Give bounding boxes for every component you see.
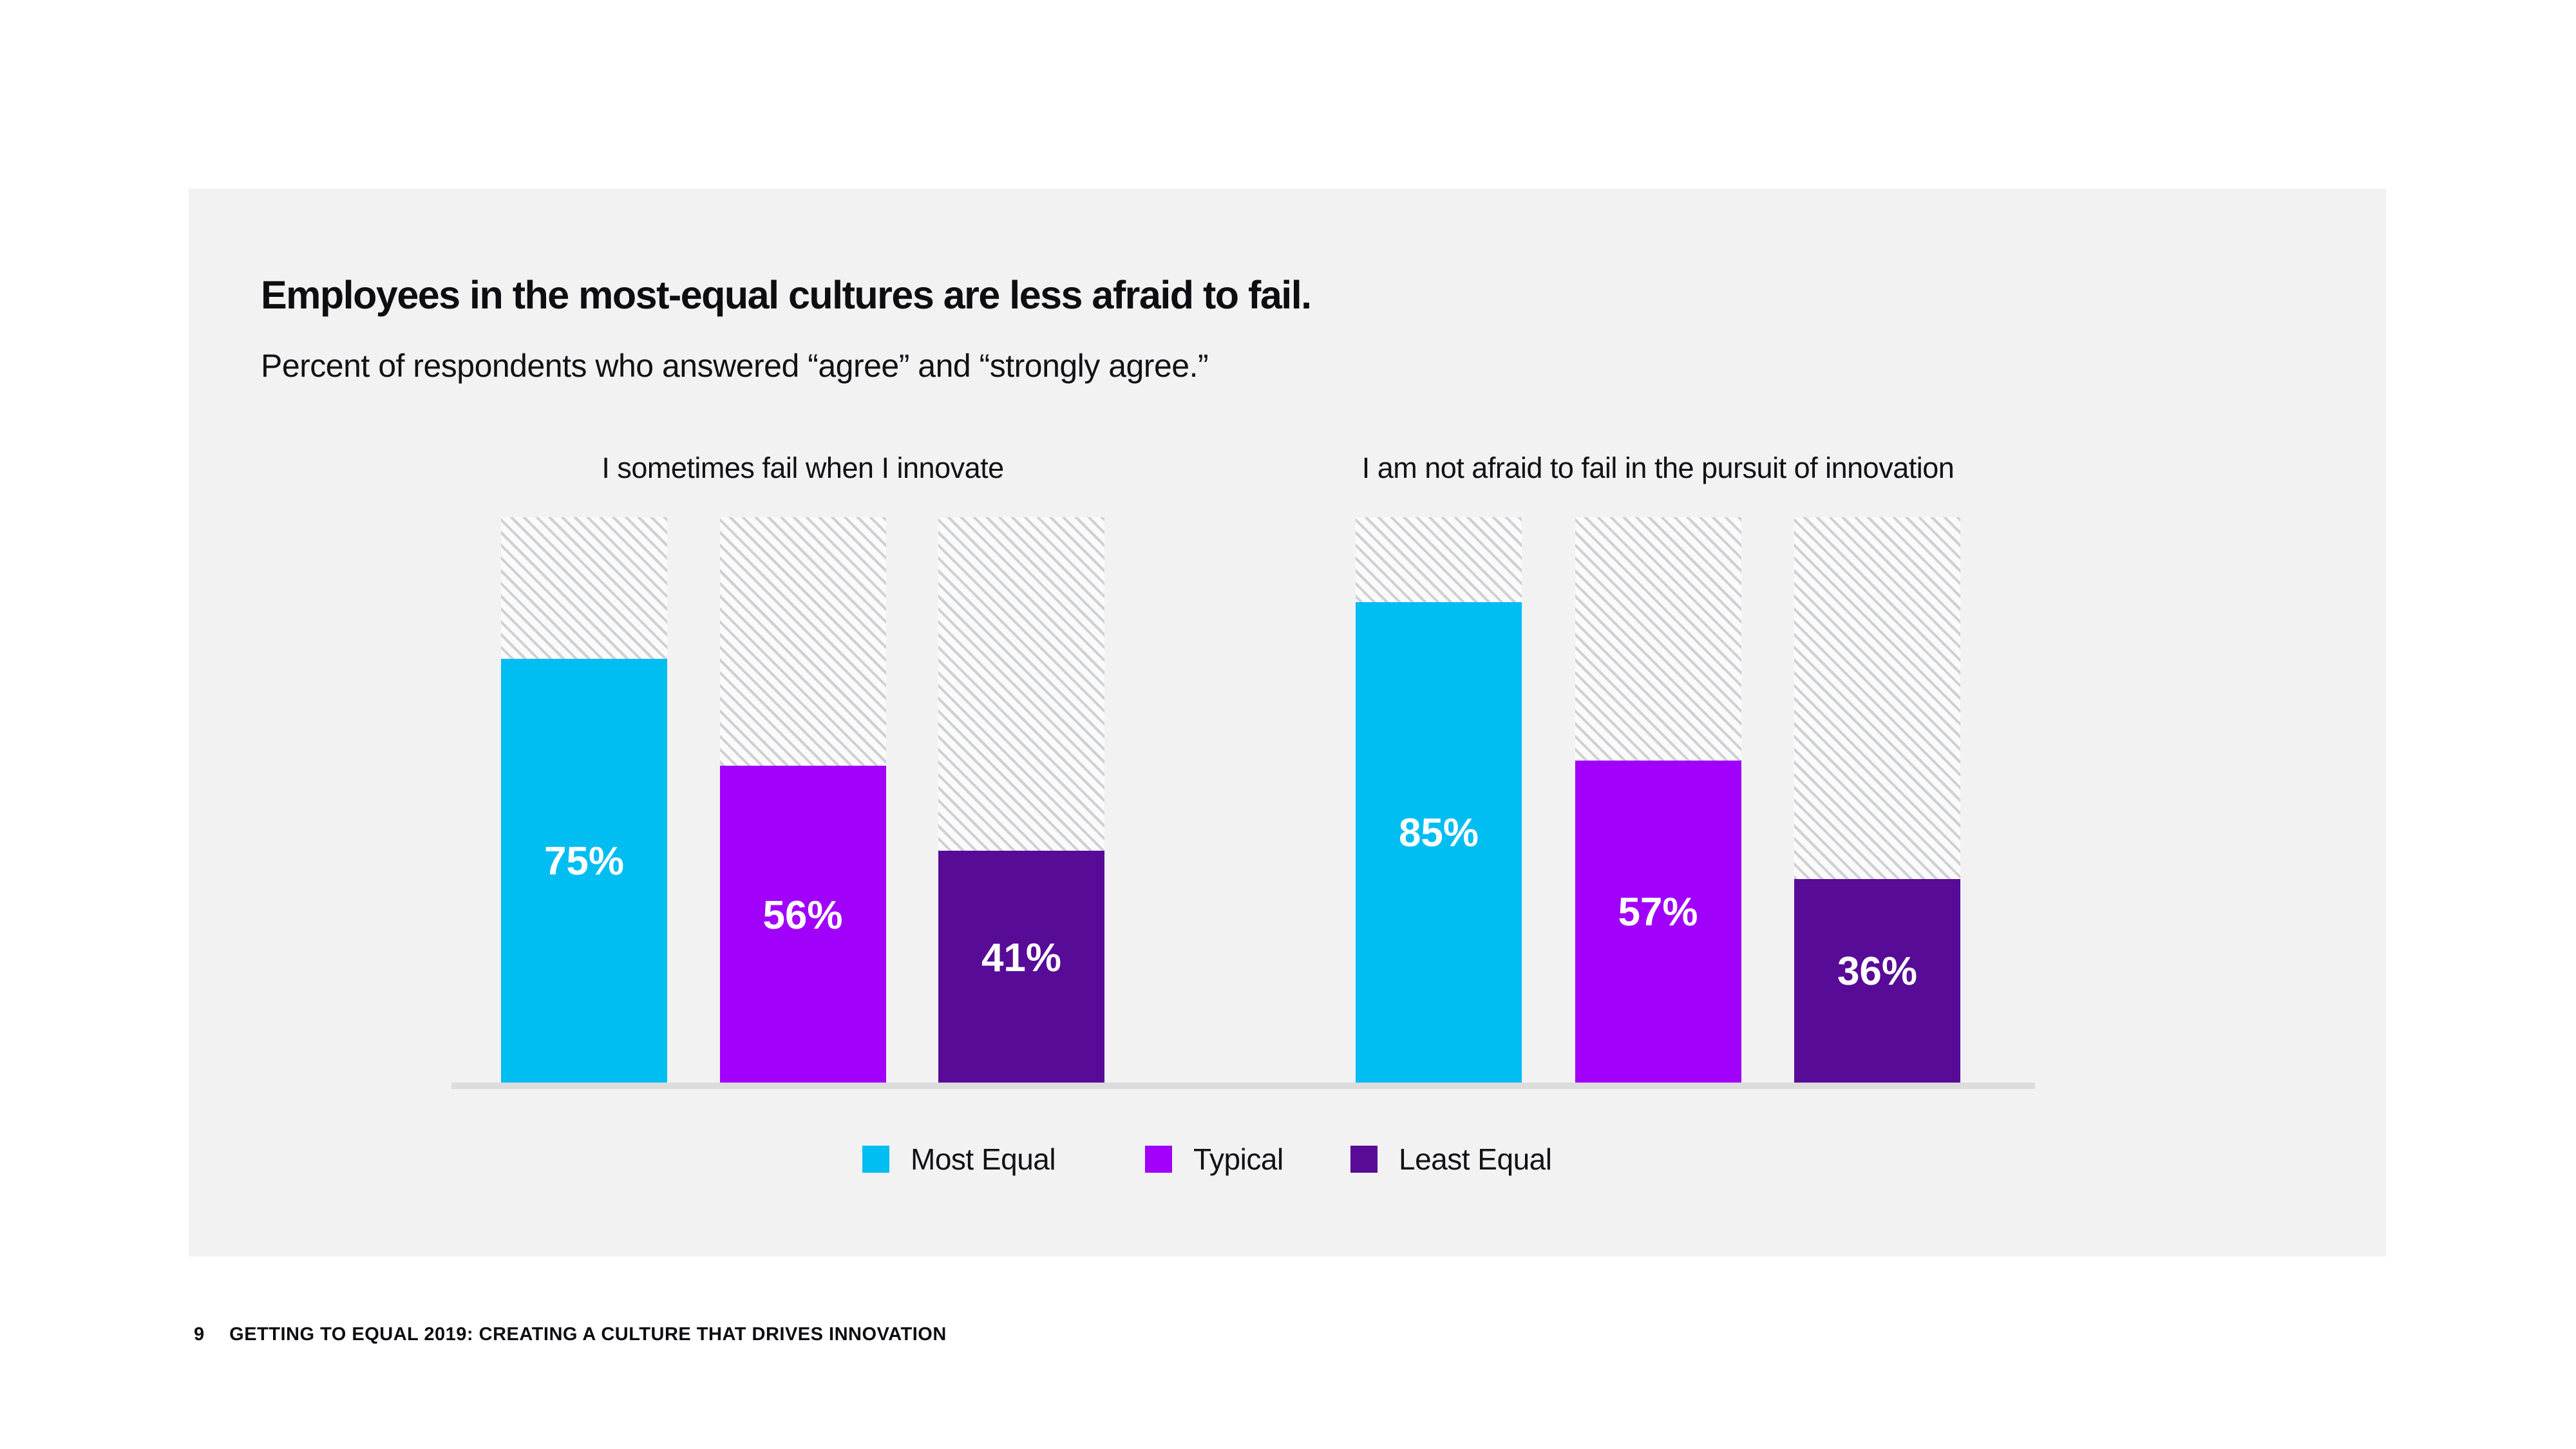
bar-most-equal: 75% <box>501 658 667 1083</box>
chart-group-title-left: I sometimes fail when I innovate <box>601 451 1004 484</box>
legend-item-typical: Typical <box>1145 1142 1283 1177</box>
page-subtitle: Percent of respondents who answered “agr… <box>261 348 1209 384</box>
bar-track: 57% <box>1575 517 1741 1083</box>
legend-item-least-equal: Least Equal <box>1350 1142 1552 1177</box>
bar-track: 75% <box>501 517 667 1083</box>
legend-label: Most Equal <box>911 1142 1056 1176</box>
legend-swatch-typical <box>1145 1146 1172 1173</box>
chart-card: Employees in the most-equal cultures are… <box>189 189 2386 1256</box>
chart-baseline <box>451 1083 2035 1089</box>
bar-track: 56% <box>719 517 886 1083</box>
bar-least-equal: 36% <box>1794 878 1960 1083</box>
bar-least-equal: 41% <box>938 851 1104 1083</box>
bar-most-equal: 85% <box>1356 601 1522 1083</box>
legend-item-most-equal: Most Equal <box>862 1142 1056 1177</box>
legend-label: Least Equal <box>1399 1142 1552 1176</box>
bar-value-label: 75% <box>544 839 625 884</box>
bar-track: 41% <box>938 517 1104 1083</box>
page-number: 9 <box>194 1324 205 1345</box>
footer: 9 GETTING TO EQUAL 2019: CREATING A CULT… <box>194 1324 947 1345</box>
bar-track: 36% <box>1794 517 1960 1083</box>
chart-group-left: 75% 56% 41% <box>501 517 1104 1083</box>
legend-label: Typical <box>1193 1142 1283 1176</box>
bar-typical: 57% <box>1575 760 1741 1083</box>
chart-group-title-right: I am not afraid to fail in the pursuit o… <box>1361 451 1955 484</box>
bar-track: 85% <box>1356 517 1522 1083</box>
bar-value-label: 41% <box>981 935 1062 980</box>
page-title: Employees in the most-equal cultures are… <box>261 273 1312 317</box>
legend-swatch-least-equal <box>1350 1146 1378 1173</box>
footer-text: GETTING TO EQUAL 2019: CREATING A CULTUR… <box>229 1324 947 1345</box>
legend-swatch-most-equal <box>862 1146 889 1173</box>
bar-value-label: 85% <box>1398 811 1479 856</box>
bar-value-label: 56% <box>762 893 843 938</box>
chart-group-right: 85% 57% 36% <box>1356 517 1960 1083</box>
bar-value-label: 36% <box>1837 949 1918 994</box>
bar-value-label: 57% <box>1618 890 1698 935</box>
bar-typical: 56% <box>719 766 886 1083</box>
